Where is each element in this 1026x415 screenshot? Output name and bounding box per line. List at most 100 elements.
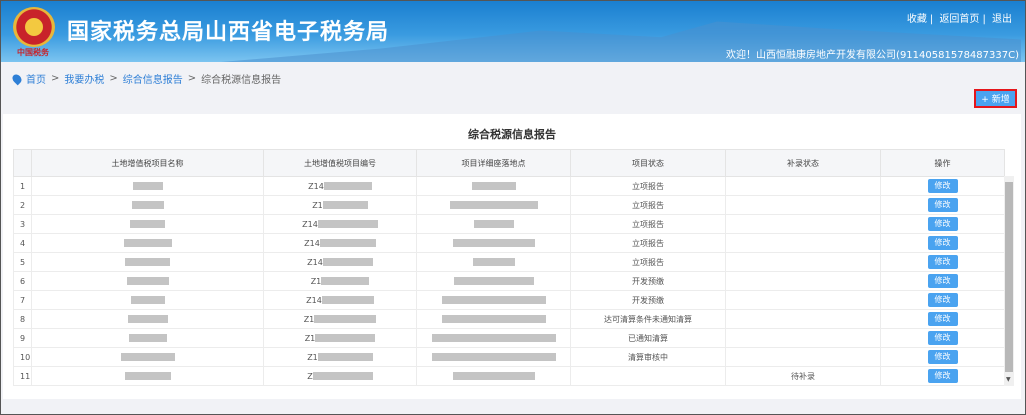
report-table: 土地增值税项目名称 土地增值税项目编号 项目详细座落地点 项目状态 补录状态 操作 1 Z… <box>13 149 1005 386</box>
project-code-cell: Z14 <box>263 214 417 234</box>
redacted-bar <box>128 334 167 342</box>
redacted-bar <box>312 372 373 380</box>
actions-cell: 修改 <box>880 290 1005 310</box>
project-code-cell: Z14 <box>263 233 417 253</box>
project-status-cell: 立项报告 <box>570 195 726 215</box>
table-row: 2 Z1 立项报告 修改 <box>13 195 1005 215</box>
column-header: 项目状态 <box>570 149 726 177</box>
supplement-status-cell <box>725 233 881 253</box>
row-index: 8 <box>13 309 32 329</box>
redacted-bar <box>473 220 514 228</box>
project-status-cell: 立项报告 <box>570 252 726 272</box>
project-status-cell: 清算审核中 <box>570 347 726 367</box>
location-icon <box>10 72 24 85</box>
table-row: 8 Z1 达可清算条件未通知清算 修改 <box>13 309 1005 329</box>
redacted-bar <box>471 182 516 190</box>
scroll-down-icon[interactable]: ▼ <box>1006 376 1011 383</box>
supplement-status-cell: 待补录 <box>725 366 881 386</box>
supplement-status-cell <box>725 290 881 310</box>
row-index: 7 <box>13 290 32 310</box>
header: 中国税务 国家税务总局山西省电子税务局 收藏 | 返回首页 | 退出 欢迎！山西恒融… <box>1 1 1025 62</box>
project-code-cell: Z14 <box>263 176 417 196</box>
logout-link[interactable]: 退出 <box>992 14 1012 25</box>
redacted-bar <box>323 182 372 190</box>
tax-emblem-logo <box>13 7 55 47</box>
breadcrumb-tax[interactable]: 我要办税 <box>64 75 105 86</box>
edit-button[interactable]: 修改 <box>927 236 958 250</box>
redacted-bar <box>124 372 171 380</box>
edit-button[interactable]: 修改 <box>927 350 958 364</box>
actions-cell: 修改 <box>880 195 1005 215</box>
project-code-cell: Z1 <box>263 309 417 329</box>
table-row: 3 Z14 立项报告 修改 <box>13 214 1005 234</box>
edit-button[interactable]: 修改 <box>927 198 958 212</box>
breadcrumb-home[interactable]: 首页 <box>26 75 46 86</box>
project-name-cell <box>31 366 264 386</box>
project-address-cell <box>416 252 571 272</box>
redacted-bar <box>132 182 163 190</box>
row-index: 2 <box>13 195 32 215</box>
row-index: 3 <box>13 214 32 234</box>
favorite-link[interactable]: 收藏 <box>906 14 927 25</box>
supplement-status-cell <box>725 347 881 367</box>
project-code-cell: Z <box>263 366 417 386</box>
edit-button[interactable]: 修改 <box>927 255 958 269</box>
redacted-bar <box>131 201 164 209</box>
project-address-cell <box>416 309 571 329</box>
project-status-cell: 开发预缴 <box>570 271 726 291</box>
redacted-bar <box>321 277 370 285</box>
table-row: 5 Z14 立项报告 修改 <box>13 252 1005 272</box>
project-status-cell: 已通知清算 <box>570 328 726 348</box>
redacted-bar <box>130 296 165 304</box>
welcome-text: 欢迎！山西恒融康房地产开发有限公司(91140581578487337C) <box>726 50 1019 61</box>
row-index: 10 <box>13 347 32 367</box>
redacted-bar <box>120 353 175 361</box>
edit-button[interactable]: 修改 <box>927 217 958 231</box>
redacted-bar <box>431 334 556 342</box>
actions-cell: 修改 <box>880 233 1005 253</box>
redacted-bar <box>441 315 546 323</box>
table-row: 1 Z14 立项报告 修改 <box>13 176 1005 196</box>
supplement-status-cell <box>725 328 881 348</box>
breadcrumb-current: 综合税源信息报告 <box>201 75 282 86</box>
home-link[interactable]: 返回首页 <box>939 14 980 25</box>
project-address-cell <box>416 271 571 291</box>
redacted-bar <box>319 239 376 247</box>
report-panel: 综合税源信息报告 土地增值税项目名称 土地增值税项目编号 项目详细座落地点 项目状态补… <box>3 114 1021 399</box>
scrollbar[interactable]: ▼ <box>1004 176 1014 386</box>
project-code-cell: Z1 <box>263 328 417 348</box>
supplement-status-cell <box>725 252 881 272</box>
redacted-bar <box>317 353 373 361</box>
redacted-bar <box>453 277 534 285</box>
edit-button[interactable]: 修改 <box>927 369 958 383</box>
actions-cell: 修改 <box>880 271 1005 291</box>
table-row: 9 Z1 已通知清算 修改 <box>13 328 1005 348</box>
redacted-bar <box>431 353 556 361</box>
table-title: 综合税源信息报告 <box>468 128 556 141</box>
edit-button[interactable]: 修改 <box>927 312 958 326</box>
edit-button[interactable]: 修改 <box>927 331 958 345</box>
column-header <box>13 149 32 177</box>
row-index: 1 <box>13 176 32 196</box>
row-index: 11 <box>13 366 32 386</box>
project-address-cell <box>416 195 571 215</box>
project-name-cell <box>31 290 264 310</box>
redacted-bar <box>322 201 368 209</box>
table-row: 11 Z 待补录 修改 <box>13 366 1005 386</box>
supplement-status-cell <box>725 309 881 329</box>
seal-text: 中国税务 <box>17 48 49 57</box>
breadcrumb-report[interactable]: 综合信息报告 <box>122 75 183 86</box>
project-status-cell: 开发预缴 <box>570 290 726 310</box>
project-name-cell <box>31 176 264 196</box>
actions-cell: 修改 <box>880 309 1005 329</box>
column-header: 土地增值税项目编号 <box>263 149 417 177</box>
project-code-cell: Z1 <box>263 347 417 367</box>
actions-cell: 修改 <box>880 328 1005 348</box>
scrollbar-thumb[interactable] <box>1005 182 1013 372</box>
new-button[interactable]: + 新增 <box>974 89 1017 108</box>
edit-button[interactable]: 修改 <box>927 293 958 307</box>
column-header: 操作 <box>880 149 1005 177</box>
edit-button[interactable]: 修改 <box>927 274 958 288</box>
table-row: 6 Z1 开发预缴 修改 <box>13 271 1005 291</box>
edit-button[interactable]: 修改 <box>927 179 958 193</box>
